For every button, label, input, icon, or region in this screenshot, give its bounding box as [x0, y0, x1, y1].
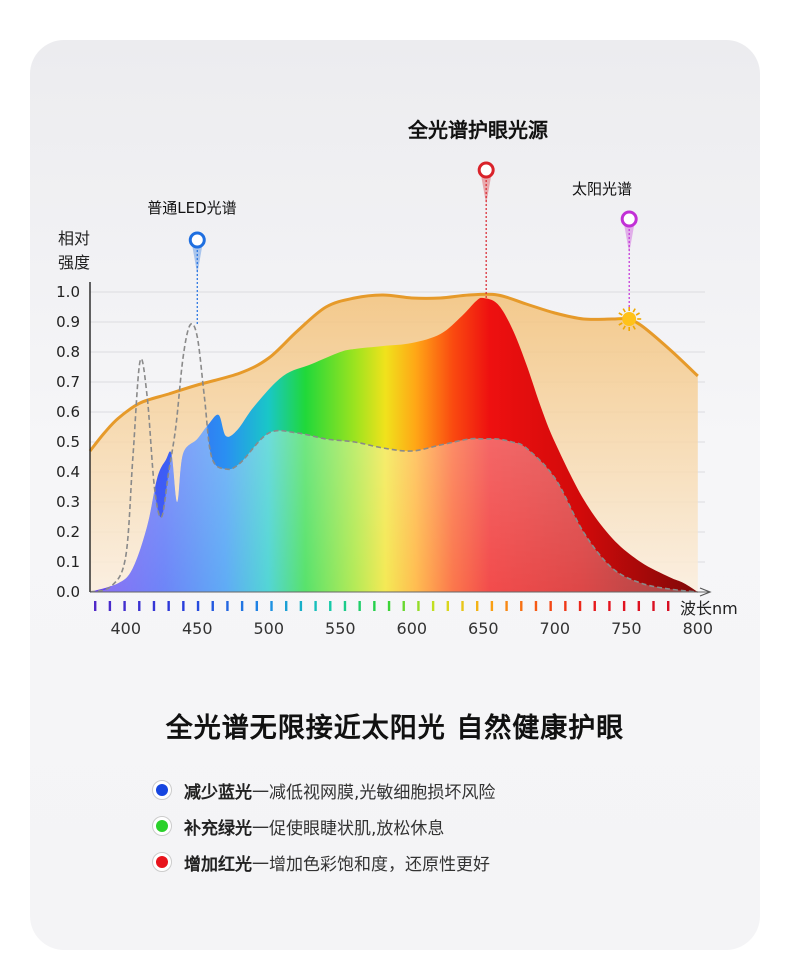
- y-tick-label: 0.6: [56, 403, 80, 421]
- wavelength-tick: [270, 601, 273, 611]
- y-tick-label: 0.0: [56, 583, 80, 601]
- wavelength-tick: [549, 601, 552, 611]
- y-axis-label-line1: 相对: [58, 229, 90, 248]
- wavelength-tick: [373, 601, 376, 611]
- x-tick-label: 650: [468, 619, 499, 638]
- red-dot-icon: [152, 852, 172, 872]
- wavelength-tick: [94, 601, 97, 611]
- green-dot-fill: [156, 820, 168, 832]
- wavelength-tick: [461, 601, 464, 611]
- wavelength-tick: [637, 601, 641, 611]
- benefit-text: 一增加色彩饱和度，还原性更好: [252, 854, 490, 875]
- sun-icon: [617, 307, 642, 331]
- wavelength-tick: [343, 601, 347, 611]
- location-pin-icon: [620, 210, 638, 228]
- wavelength-tick: [520, 601, 523, 611]
- y-tick-label: 0.7: [56, 373, 80, 391]
- y-tick-labels: 0.0 0.1 0.2 0.3 0.4 0.5 0.6 0.7 0.8 0.9 1.0: [56, 283, 80, 601]
- marker-beam: [192, 246, 203, 274]
- x-axis-label: 波长nm: [680, 599, 738, 618]
- blue-dot-icon: [152, 780, 172, 800]
- benefit-text: 一减低视网膜,光敏细胞损坏风险: [252, 782, 496, 803]
- x-tick-label: 400: [110, 619, 141, 638]
- wavelength-tick: [329, 601, 332, 611]
- benefit-green-light: 补充绿光 一促使眼睫状肌,放松休息: [152, 808, 495, 844]
- location-pin-icon: [188, 231, 206, 249]
- benefit-red-light: 增加红光 一增加色彩饱和度，还原性更好: [152, 844, 495, 880]
- wavelength-tick: [387, 601, 391, 611]
- y-tick-label: 0.2: [56, 523, 80, 541]
- location-pin-icon: [477, 161, 495, 179]
- wavelength-tick: [358, 601, 361, 611]
- wavelength-tick: [608, 601, 611, 611]
- sun-icon-core: [622, 312, 637, 326]
- wavelength-tick: [490, 601, 494, 611]
- x-tick-label: 600: [397, 619, 428, 638]
- marker-beam: [481, 176, 492, 204]
- red-dot-fill: [156, 856, 168, 868]
- y-tick-label: 0.3: [56, 493, 80, 511]
- y-axis-label-line2: 强度: [58, 253, 90, 272]
- benefit-title: 减少蓝光: [184, 782, 252, 803]
- benefit-title: 增加红光: [184, 854, 252, 875]
- wavelength-tick: [446, 601, 450, 611]
- benefit-title: 补充绿光: [184, 818, 252, 839]
- wavelength-color-bar: [94, 601, 670, 611]
- wavelength-tick: [108, 601, 112, 611]
- y-tick-label: 0.8: [56, 343, 80, 361]
- benefit-blue-light: 减少蓝光 一减低视网膜,光敏细胞损坏风险: [152, 772, 495, 808]
- y-tick-label: 1.0: [56, 283, 80, 301]
- wavelength-tick: [240, 601, 244, 611]
- wavelength-tick: [299, 601, 303, 611]
- y-tick-label: 0.9: [56, 313, 80, 331]
- sun-spectrum-line: [88, 292, 699, 452]
- wavelength-tick: [285, 601, 288, 611]
- wavelength-tick: [152, 601, 156, 611]
- y-tick-label: 0.1: [56, 553, 80, 571]
- x-tick-label: 750: [611, 619, 642, 638]
- x-tick-labels: 400 450 500 550 600 650 700 750 800: [110, 619, 713, 638]
- led-overlap-highlight: [90, 323, 698, 592]
- blue-dot-fill: [156, 784, 168, 796]
- y-tick-label: 0.4: [56, 463, 80, 481]
- x-tick-label: 800: [683, 619, 714, 638]
- wavelength-tick: [123, 601, 126, 611]
- x-tick-label: 500: [254, 619, 285, 638]
- wavelength-tick: [667, 601, 670, 611]
- wavelength-tick: [652, 601, 655, 611]
- benefit-list: 减少蓝光 一减低视网膜,光敏细胞损坏风险 补充绿光 一促使眼睫状肌,放松休息 增加红…: [152, 772, 495, 880]
- marker-label: 太阳光谱: [572, 180, 632, 198]
- wavelength-tick: [196, 601, 200, 611]
- wavelength-tick: [167, 601, 170, 611]
- wavelength-tick: [138, 601, 141, 611]
- benefit-text: 一促使眼睫状肌,放松休息: [252, 818, 445, 839]
- y-tick-label: 0.5: [56, 433, 80, 451]
- wavelength-tick: [314, 601, 317, 611]
- wavelength-tick: [578, 601, 582, 611]
- x-tick-label: 700: [540, 619, 571, 638]
- wavelength-tick: [255, 601, 259, 611]
- wavelength-tick: [226, 601, 229, 611]
- wavelength-tick: [593, 601, 596, 611]
- wavelength-tick: [431, 601, 435, 611]
- wavelength-tick: [182, 601, 185, 611]
- x-tick-label: 450: [182, 619, 213, 638]
- headline: 全光谱无限接近太阳光 自然健康护眼: [165, 713, 625, 744]
- wavelength-tick: [505, 601, 508, 611]
- wavelength-tick: [402, 601, 405, 611]
- green-dot-icon: [152, 816, 172, 836]
- marker-beam: [624, 225, 635, 253]
- marker-label: 普通LED光谱: [147, 199, 236, 217]
- wavelength-tick: [417, 601, 420, 611]
- x-axis-arrow: [699, 587, 712, 597]
- marker-label: 全光谱护眼光源: [407, 118, 548, 142]
- wavelength-tick: [622, 601, 626, 611]
- wavelength-tick: [564, 601, 567, 611]
- wavelength-tick: [534, 601, 538, 611]
- x-tick-label: 550: [325, 619, 356, 638]
- wavelength-tick: [476, 601, 479, 611]
- spectrum-chart: 0.0 0.1 0.2 0.3 0.4 0.5 0.6 0.7 0.8 0.9 1.0 400 450…: [56, 118, 738, 638]
- wavelength-tick: [211, 601, 214, 611]
